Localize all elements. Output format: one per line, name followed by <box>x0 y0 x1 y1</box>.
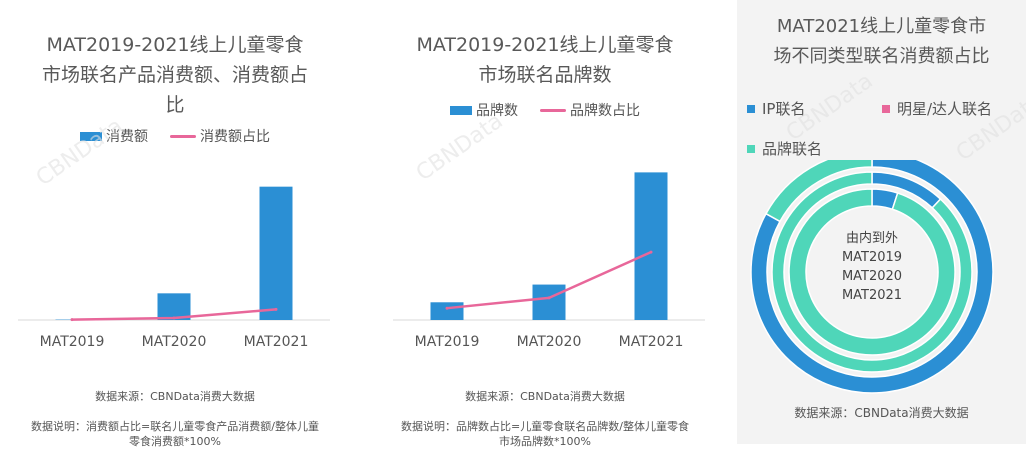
donut-center-label: MAT2021 <box>842 288 902 303</box>
line-point <box>173 317 176 320</box>
bar <box>431 302 464 320</box>
x-tick-label: MAT2019 <box>415 334 480 350</box>
source-note: 数据来源：CBNData消费大数据 数据说明：消费额占比=联名儿童零食产品消费额… <box>20 374 330 464</box>
donut-center-label: MAT2020 <box>842 269 902 284</box>
legend-label-line: 消费额占比 <box>200 126 270 146</box>
line-point <box>548 296 551 299</box>
line-point <box>446 307 449 310</box>
x-tick-label: MAT2020 <box>517 334 582 350</box>
line-point <box>650 251 653 254</box>
legend-swatch-line <box>540 109 566 112</box>
legend-item-line: 品牌数占比 <box>540 100 640 120</box>
donut-center-label: 由内到外 <box>846 230 898 246</box>
line-point <box>275 308 278 311</box>
legend-swatch-bar <box>450 106 472 115</box>
legend-swatch-ip <box>747 105 755 113</box>
data-source: 数据来源：CBNData消费大数据 <box>20 389 330 404</box>
donut-panel: MAT2021线上儿童零食市 场不同类型联名消费额占比 IP联名 明星/达人联名… <box>737 0 1026 444</box>
data-source: 数据来源：CBNData消费大数据 <box>385 389 705 404</box>
chart-panel-sales: MAT2019-2021线上儿童零食 市场联名产品消费额、消费额占 比 消费额 … <box>0 0 350 444</box>
x-tick-label: MAT2021 <box>619 334 684 350</box>
legend-swatch-brand <box>747 145 755 153</box>
chart-panel-brands: MAT2019-2021线上儿童零食 市场联名品牌数 品牌数 品牌数占比 MAT… <box>375 0 715 444</box>
x-tick-label: MAT2019 <box>40 334 105 350</box>
legend-swatch-line <box>170 135 196 138</box>
legend-label-star: 明星/达人联名 <box>897 98 992 119</box>
source-note: 数据来源：CBNData消费大数据 数据说明：品牌数占比=儿童零食联名品牌数/整… <box>385 374 705 464</box>
donut-center-label: MAT2019 <box>842 250 902 265</box>
legend-item-star: 明星/达人联名 <box>882 98 992 119</box>
bar <box>635 172 668 320</box>
chart-title: MAT2019-2021线上儿童零食 市场联名产品消费额、消费额占 比 <box>0 30 350 120</box>
bar <box>260 187 293 320</box>
data-explanation: 数据说明：品牌数占比=儿童零食联名品牌数/整体儿童零食 市场品牌数*100% <box>385 419 705 449</box>
bar <box>533 285 566 320</box>
donut-chart: 由内到外 MAT2019 MAT2020 MAT2021 <box>737 160 1026 410</box>
legend-swatch-star <box>882 105 890 113</box>
data-explanation: 数据说明：消费额占比=联名儿童零食产品消费额/整体儿童 零食消费额*100% <box>20 419 330 449</box>
chart-title: MAT2021线上儿童零食市 场不同类型联名消费额占比 <box>737 12 1026 72</box>
legend: 品牌数 品牌数占比 <box>375 100 715 120</box>
legend: 消费额 消费额占比 <box>0 126 350 146</box>
chart-title: MAT2019-2021线上儿童零食 市场联名品牌数 <box>375 30 715 90</box>
legend-item-line: 消费额占比 <box>170 126 270 146</box>
x-tick-label: MAT2021 <box>244 334 309 350</box>
legend-item-brand: 品牌联名 <box>747 138 822 159</box>
data-source: 数据来源：CBNData消费大数据 <box>747 406 1016 421</box>
x-tick-label: MAT2020 <box>142 334 207 350</box>
line-point <box>71 318 74 321</box>
legend-label-line: 品牌数占比 <box>570 100 640 120</box>
